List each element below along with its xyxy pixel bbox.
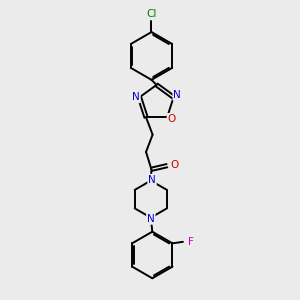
Text: N: N	[148, 175, 156, 185]
Text: Cl: Cl	[146, 8, 157, 19]
Text: N: N	[132, 92, 140, 102]
Text: N: N	[147, 214, 155, 224]
Text: F: F	[188, 236, 194, 247]
Text: O: O	[170, 160, 178, 170]
Text: O: O	[167, 114, 176, 124]
Text: N: N	[173, 90, 181, 100]
